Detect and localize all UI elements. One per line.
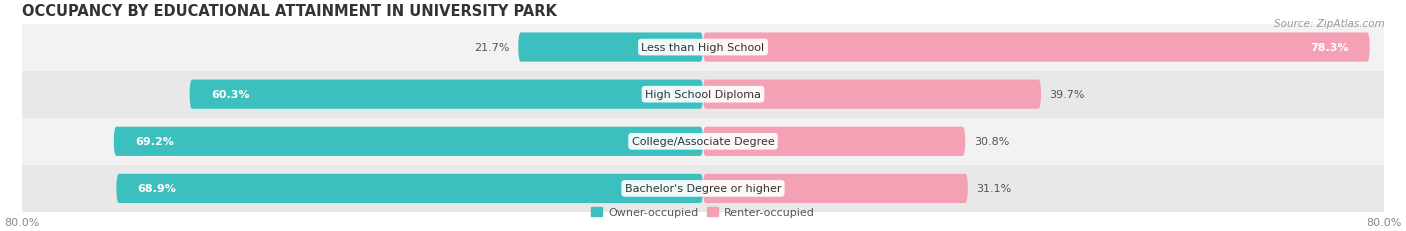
FancyBboxPatch shape	[703, 174, 967, 203]
FancyBboxPatch shape	[190, 80, 703, 109]
Text: 31.1%: 31.1%	[976, 184, 1011, 194]
FancyBboxPatch shape	[114, 127, 703, 156]
FancyBboxPatch shape	[703, 127, 966, 156]
Legend: Owner-occupied, Renter-occupied: Owner-occupied, Renter-occupied	[586, 202, 820, 222]
Text: 60.3%: 60.3%	[211, 90, 249, 100]
Text: 30.8%: 30.8%	[974, 137, 1010, 147]
Text: 68.9%: 68.9%	[138, 184, 177, 194]
FancyBboxPatch shape	[703, 80, 1040, 109]
Bar	[22, 165, 1384, 212]
FancyBboxPatch shape	[703, 33, 1369, 62]
Bar	[22, 24, 1384, 71]
Text: High School Diploma: High School Diploma	[645, 90, 761, 100]
Text: 39.7%: 39.7%	[1049, 90, 1085, 100]
Text: College/Associate Degree: College/Associate Degree	[631, 137, 775, 147]
Text: OCCUPANCY BY EDUCATIONAL ATTAINMENT IN UNIVERSITY PARK: OCCUPANCY BY EDUCATIONAL ATTAINMENT IN U…	[22, 4, 557, 19]
Bar	[22, 118, 1384, 165]
Text: Source: ZipAtlas.com: Source: ZipAtlas.com	[1274, 18, 1385, 28]
Text: 69.2%: 69.2%	[135, 137, 174, 147]
Text: Less than High School: Less than High School	[641, 43, 765, 53]
Text: 21.7%: 21.7%	[474, 43, 510, 53]
FancyBboxPatch shape	[117, 174, 703, 203]
Bar	[22, 71, 1384, 118]
Text: Bachelor's Degree or higher: Bachelor's Degree or higher	[624, 184, 782, 194]
Text: 78.3%: 78.3%	[1310, 43, 1348, 53]
FancyBboxPatch shape	[519, 33, 703, 62]
